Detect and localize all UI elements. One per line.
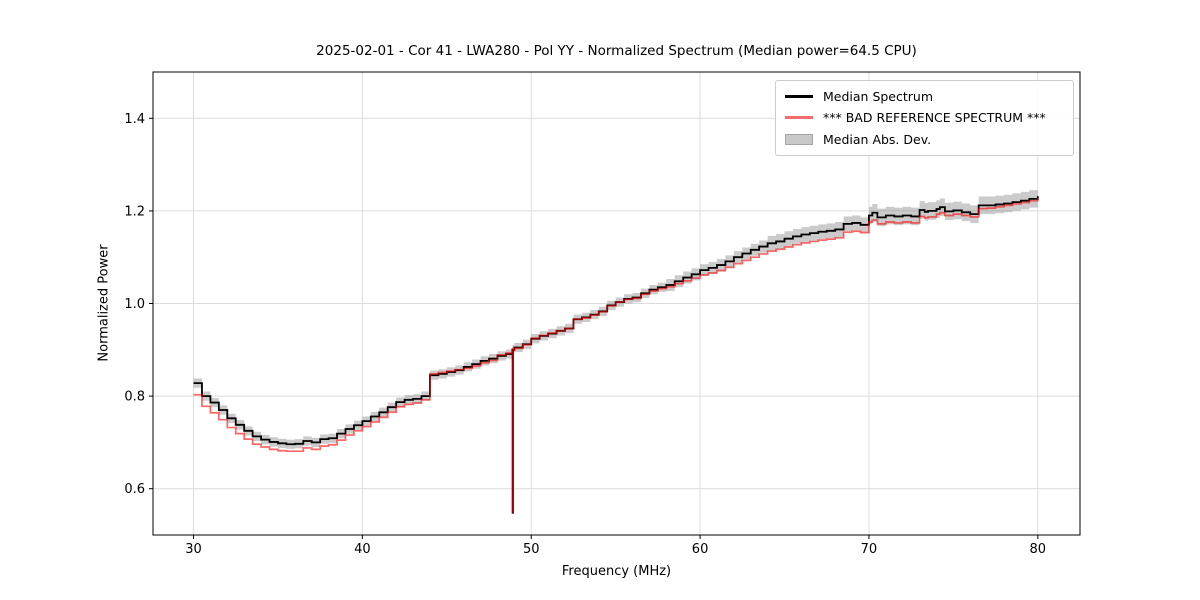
y-tick-label: 1.4 [124, 112, 145, 127]
x-tick-label: 80 [1030, 542, 1047, 557]
x-tick-label: 70 [861, 542, 878, 557]
bad-reference-line [193, 197, 1039, 513]
legend-item-bad-reference-spectrum: *** BAD REFERENCE SPECTRUM *** [785, 107, 1064, 128]
legend: Median Spectrum *** BAD REFERENCE SPECTR… [775, 80, 1074, 156]
legend-label: *** BAD REFERENCE SPECTRUM *** [823, 110, 1046, 126]
y-tick-label: 0.6 [124, 482, 145, 497]
chart-title: 2025-02-01 - Cor 41 - LWA280 - Pol YY - … [316, 43, 917, 59]
y-tick-label: 1.0 [124, 297, 145, 312]
legend-item-median-abs-dev: Median Abs. Dev. [785, 129, 1064, 150]
x-tick-label: 30 [185, 542, 202, 557]
legend-label: Median Abs. Dev. [823, 131, 932, 147]
median-spectrum-line-swatch [785, 95, 813, 99]
x-tick-label: 50 [523, 542, 540, 557]
x-axis-label: Frequency (MHz) [561, 564, 672, 579]
bad-reference-line-swatch [785, 116, 813, 120]
legend-label: Median Spectrum [823, 89, 934, 105]
y-tick-label: 1.2 [124, 204, 145, 219]
median-abs-dev-patch-swatch [785, 133, 813, 145]
y-tick-label: 0.8 [124, 390, 145, 405]
x-tick-label: 60 [692, 542, 709, 557]
median-spectrum-line [193, 196, 1039, 514]
x-tick-label: 40 [354, 542, 371, 557]
legend-item-median-spectrum: Median Spectrum [785, 86, 1064, 107]
mad-band [193, 187, 1038, 449]
